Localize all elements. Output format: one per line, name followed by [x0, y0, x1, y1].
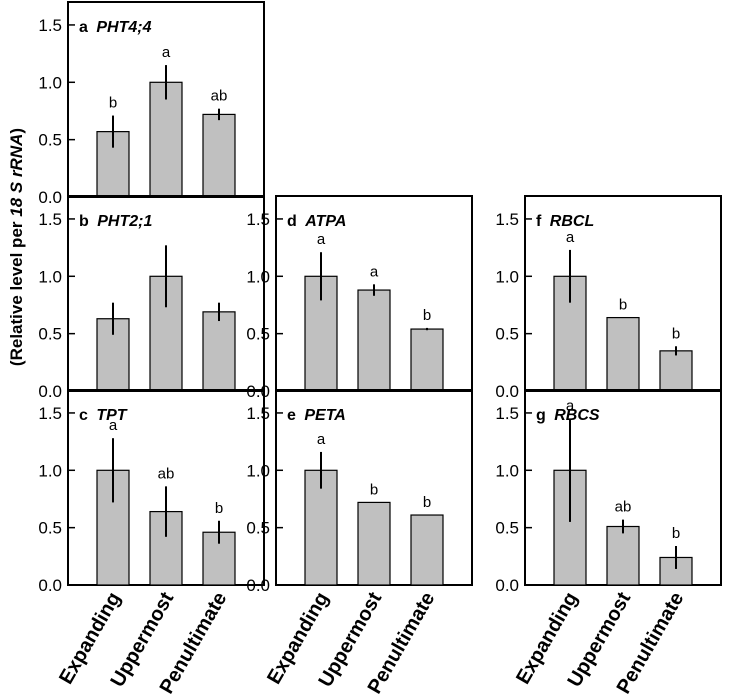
y-tick-label: 0.5	[246, 519, 270, 538]
panel-letter: a	[79, 19, 92, 36]
panel-letter: b	[79, 213, 93, 230]
gene-name: RBCS	[554, 407, 600, 424]
panel-label: d ATPA	[287, 213, 346, 230]
panel-letter: e	[287, 407, 300, 424]
y-tick-label: 1.0	[38, 73, 62, 92]
y-tick-label: 0.5	[246, 325, 270, 344]
gene-name: RBCL	[550, 213, 594, 230]
y-tick-label: 0.5	[495, 519, 519, 538]
significance-letter: a	[566, 229, 575, 246]
bar	[149, 81, 183, 198]
y-tick-label: 1.0	[246, 461, 270, 480]
bar	[606, 525, 640, 586]
significance-letter: a	[162, 44, 171, 61]
significance-letter: b	[423, 494, 431, 511]
panel-label: b PHT2;1	[79, 213, 152, 230]
y-tick-label: 0.5	[38, 519, 62, 538]
y-tick-label: 0.0	[495, 576, 519, 595]
bar	[202, 311, 236, 392]
y-tick-label: 0.0	[246, 576, 270, 595]
bar	[357, 501, 391, 586]
y-axis-label: (Relative level per 18 S rRNA)	[7, 128, 26, 366]
y-tick-label: 1.0	[495, 461, 519, 480]
panel-letter: f	[536, 213, 546, 230]
bar	[659, 350, 693, 392]
significance-letter: b	[619, 297, 627, 314]
significance-letter: ab	[211, 88, 228, 105]
panel-label: f RBCL	[536, 213, 594, 230]
y-tick-label: 0.0	[246, 382, 270, 401]
bar	[357, 289, 391, 392]
panel-e: 0.00.51.01.5 e PETAabbExpandingUppermostP…	[246, 389, 473, 697]
y-tick-label: 1.0	[495, 267, 519, 286]
significance-letter: a	[566, 398, 575, 415]
significance-letter: b	[672, 525, 680, 542]
panel-g: 0.00.51.01.5 g RBCSaabbExpandingUppermost…	[495, 389, 722, 697]
y-tick-label: 0.0	[38, 188, 62, 207]
panel-label: a PHT4;4	[79, 19, 152, 36]
gene-name: PHT2;1	[97, 213, 152, 230]
gene-name: TPT	[96, 407, 127, 424]
y-tick-label: 0.5	[495, 325, 519, 344]
y-tick-label: 1.5	[38, 404, 62, 423]
y-tick-label: 0.5	[38, 325, 62, 344]
y-tick-label: 1.0	[38, 461, 62, 480]
significance-letter: b	[215, 500, 223, 517]
panel-label: c TPT	[79, 407, 128, 424]
y-tick-label: 1.5	[495, 210, 519, 229]
gene-name: PETA	[304, 407, 345, 424]
significance-letter: a	[109, 417, 118, 434]
y-tick-label: 0.0	[495, 382, 519, 401]
bar	[304, 469, 338, 586]
panel-letter: c	[79, 407, 92, 424]
y-tick-label: 1.5	[38, 16, 62, 35]
bar	[659, 556, 693, 586]
panel-c: 0.00.51.01.5 c TPTaabbExpandingUppermostP…	[38, 389, 265, 697]
panel-label: g RBCS	[536, 407, 600, 424]
y-tick-label: 0.5	[38, 131, 62, 150]
y-tick-label: 1.5	[495, 404, 519, 423]
gene-name: PHT4;4	[96, 19, 151, 36]
bar	[410, 328, 444, 392]
significance-letter: b	[423, 307, 431, 324]
significance-letter: ab	[615, 499, 632, 516]
y-tick-label: 0.0	[38, 576, 62, 595]
bar	[202, 113, 236, 198]
significance-letter: ab	[158, 465, 175, 482]
significance-letter: b	[672, 325, 680, 342]
panel-letter: g	[536, 407, 550, 424]
significance-letter: b	[370, 481, 378, 498]
significance-letter: a	[370, 263, 379, 280]
y-tick-label: 1.0	[38, 267, 62, 286]
panel-label: e PETA	[287, 407, 346, 424]
significance-letter: a	[317, 431, 326, 448]
significance-letter: a	[317, 231, 326, 248]
y-tick-label: 1.5	[38, 210, 62, 229]
bar	[606, 316, 640, 392]
y-tick-label: 1.5	[246, 404, 270, 423]
bar	[410, 514, 444, 586]
panel-b: 0.0 0.5 1.0 1.5 b PHT2;1	[38, 195, 265, 401]
gene-name: ATPA	[304, 213, 346, 230]
y-tick-label: 1.5	[246, 210, 270, 229]
panel-a: 0.0 0.5 1.0 1.5 a PHT4;4 b a ab	[38, 1, 265, 207]
y-tick-label: 0.0	[38, 382, 62, 401]
y-tick-label: 1.0	[246, 267, 270, 286]
significance-letter: b	[109, 95, 117, 112]
panel-letter: d	[287, 213, 301, 230]
